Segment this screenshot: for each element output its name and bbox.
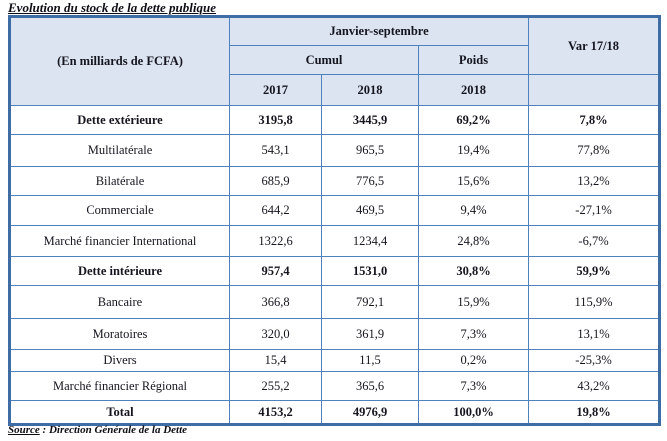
source-label: Source [8,424,40,436]
row-label: Total [9,400,230,425]
table-body: Dette extérieure 3195,8 3445,9 69,2% 7,8% Mul… [9,105,661,425]
cell-2017: 685,9 [229,166,322,196]
source-line: Source : Direction Générale de la Dette [8,424,187,436]
row-label: Marché financier Régional [9,371,230,401]
cell-var: 59,9% [528,256,661,286]
cell-2017: 644,2 [229,195,322,226]
cell-var: 13,1% [528,318,661,350]
table-row: Total 4153,2 4976,9 100,0% 19,8% [9,400,661,425]
cell-poids: 7,3% [417,371,530,401]
cell-var: -6,7% [528,225,661,257]
cell-2018: 4976,9 [321,400,419,425]
cell-2017: 957,4 [229,256,322,286]
cell-var: 13,2% [528,166,661,196]
year-2018-poids-cell: 2018 [417,74,530,106]
table-row: Marché financier Régional 255,2 365,6 7,3% 4… [9,371,661,401]
table-row: Multilatérale 543,1 965,5 19,4% 77,8% [9,134,661,167]
cell-var: 7,8% [528,105,661,135]
cell-var: -25,3% [528,349,661,372]
cell-var: -27,1% [528,195,661,226]
cell-poids: 100,0% [417,400,530,425]
table-row: Bilatérale 685,9 776,5 15,6% 13,2% [9,166,661,196]
row-label: Bancaire [9,285,230,319]
cell-poids: 24,8% [417,225,530,257]
var-header-cell: Var 17/18 [528,16,661,75]
cell-2017: 366,8 [229,285,322,319]
row-label: Bilatérale [9,166,230,196]
cell-2017: 1322,6 [229,225,322,257]
cell-2018: 776,5 [321,166,419,196]
cell-poids: 7,3% [417,318,530,350]
row-label: Divers [9,349,230,372]
row-label: Commerciale [9,195,230,226]
cell-2018: 792,1 [321,285,419,319]
cell-2018: 965,5 [321,134,419,167]
var-empty-cell [528,74,661,106]
year-2017-cell: 2017 [229,74,322,106]
unit-label-cell: (En milliards de FCFA) [9,16,230,106]
cell-poids: 0,2% [417,349,530,372]
cell-var: 43,2% [528,371,661,401]
cell-2017: 3195,8 [229,105,322,135]
cell-poids: 69,2% [417,105,530,135]
header-row-groups: Cumul Poids [10,45,660,75]
cell-var: 115,9% [528,285,661,319]
cell-poids: 19,4% [417,134,530,167]
table-row: Marché financier International 1322,6 1234… [9,225,661,257]
row-label: Moratoires [9,318,230,350]
cell-2018: 3445,9 [321,105,419,135]
cumul-header-cell: Cumul [229,45,419,75]
cell-2018: 361,9 [321,318,419,350]
debt-table: (En milliards de FCFA) Janvier-septembre… [8,15,662,426]
cell-2017: 255,2 [229,371,322,401]
cell-2017: 543,1 [229,134,322,167]
cell-poids: 15,9% [417,285,530,319]
cell-2018: 1234,4 [321,225,419,257]
cell-2017: 15,4 [229,349,322,372]
poids-header-cell: Poids [417,45,530,75]
cell-2018: 365,6 [321,371,419,401]
period-header-cell: Janvier-septembre [228,16,530,46]
row-label: Multilatérale [9,134,230,167]
table-header: (En milliards de FCFA) Janvier-septembre… [9,16,661,106]
cell-poids: 9,4% [417,195,530,226]
cell-2017: 4153,2 [229,400,322,425]
table-row: Divers 15,4 11,5 0,2% -25,3% [9,349,661,372]
row-label: Dette intérieure [9,256,230,286]
cell-2018: 469,5 [321,195,419,226]
header-row-years: 2017 2018 2018 [10,74,661,106]
table-row: Moratoires 320,0 361,9 7,3% 13,1% [9,318,661,350]
cell-var: 77,8% [528,134,661,167]
page-title: Evolution du stock de la dette publique [8,0,217,15]
source-text: : Direction Générale de la Dette [39,424,188,436]
cell-2018: 11,5 [321,349,419,372]
table-row: Bancaire 366,8 792,1 15,9% 115,9% [9,285,661,319]
year-2018-cumul-cell: 2018 [321,74,419,106]
cell-2017: 320,0 [229,318,322,350]
cell-var: 19,8% [528,400,661,425]
cell-poids: 30,8% [417,256,530,286]
cell-2018: 1531,0 [321,256,419,286]
table-row: Dette extérieure 3195,8 3445,9 69,2% 7,8% [9,105,661,135]
row-label: Dette extérieure [9,105,230,135]
row-label: Marché financier International [9,225,230,257]
table-row: Commerciale 644,2 469,5 9,4% -27,1% [9,195,661,226]
header-row-period: (En milliards de FCFA) Janvier-septembre… [9,16,661,106]
table-row: Dette intérieure 957,4 1531,0 30,8% 59,9% [9,256,661,286]
cell-poids: 15,6% [417,166,530,196]
